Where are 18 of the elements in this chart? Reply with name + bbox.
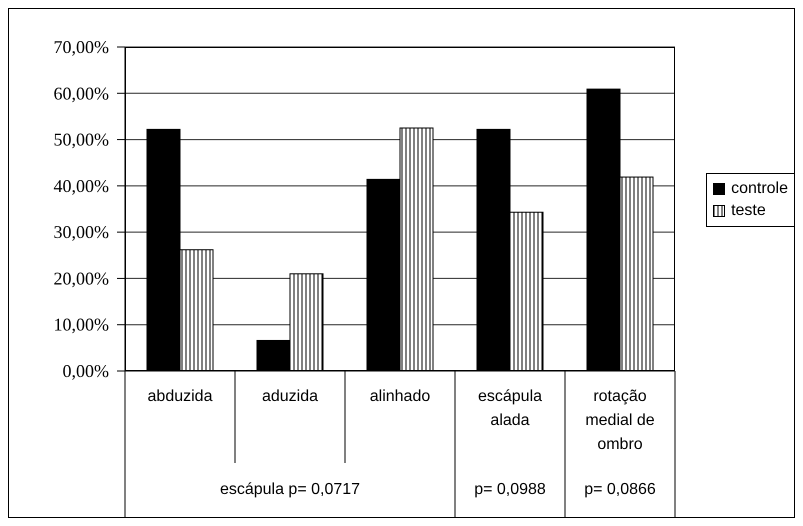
text: p= 0,0988 (473, 481, 547, 499)
y-tick-label: 30,00% (54, 222, 109, 242)
x-tick-label: rotação medial de ombro (585, 388, 655, 453)
legend-label: teste (731, 202, 766, 220)
text: p= 0,0866 (583, 481, 657, 499)
x-tick-label: alinhado (370, 388, 430, 405)
y-tick-label: 20,00% (54, 268, 109, 288)
y-tick-label: 60,00% (54, 83, 109, 104)
y-tick-label: 10,00% (54, 314, 109, 335)
x-tick-label: aduzida (262, 388, 318, 405)
y-tick-label: 70,00% (54, 37, 109, 57)
text: escápula p= 0,0717 (218, 481, 362, 499)
y-tick-label: 0,00% (62, 361, 109, 381)
x-tick-label: abduzida (148, 388, 213, 405)
x-tick-label: escápula alada (478, 388, 542, 429)
y-tick-label: 40,00% (54, 176, 109, 196)
legend-label: controle (731, 180, 788, 198)
y-tick-label: 50,00% (54, 130, 109, 150)
